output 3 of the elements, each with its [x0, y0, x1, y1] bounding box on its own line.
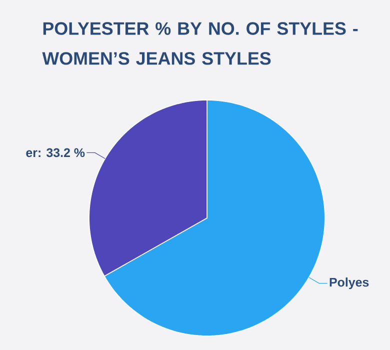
chart-title: POLYESTER % BY NO. OF STYLES - WOMEN’S JEANS STYLES — [42, 22, 358, 65]
slice-label: er: 33.2 % — [26, 148, 85, 158]
slice-label: Polyes — [330, 278, 369, 290]
